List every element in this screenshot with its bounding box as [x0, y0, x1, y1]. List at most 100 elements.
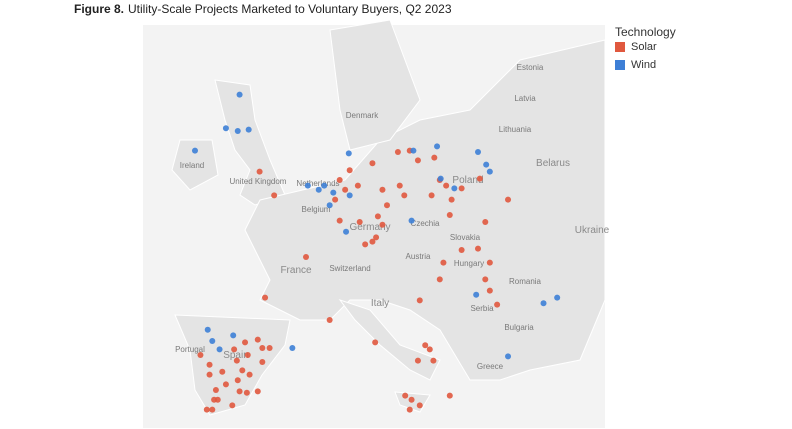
mainland	[244, 39, 606, 381]
project-point	[482, 219, 489, 225]
great-britain	[214, 79, 286, 206]
project-point	[440, 259, 447, 266]
project-point	[451, 185, 458, 192]
project-point	[437, 175, 444, 182]
country-label: Ireland	[180, 161, 204, 170]
project-point	[473, 291, 480, 298]
project-point	[214, 396, 221, 403]
country-label: Czechia	[411, 219, 440, 228]
project-point	[197, 352, 204, 358]
project-point	[483, 161, 490, 168]
project-point	[236, 388, 243, 395]
project-point	[426, 346, 433, 353]
points	[191, 91, 561, 413]
project-point	[326, 202, 333, 209]
project-point	[436, 276, 443, 283]
project-point	[414, 357, 421, 364]
project-point	[540, 300, 547, 307]
project-point	[431, 154, 438, 161]
legend-label: Solar	[631, 41, 657, 53]
country-label: Poland	[452, 175, 483, 186]
project-point	[230, 332, 237, 339]
project-point	[422, 342, 429, 349]
project-point	[256, 168, 263, 175]
project-point	[428, 192, 435, 199]
project-point	[336, 177, 343, 183]
country-label: Belgium	[302, 205, 331, 214]
project-point	[505, 353, 512, 360]
project-point	[475, 245, 481, 252]
country-label: Romania	[509, 277, 542, 286]
project-point	[233, 357, 240, 364]
project-point	[379, 186, 386, 193]
project-point	[315, 186, 322, 193]
project-point	[446, 392, 453, 399]
project-point	[304, 182, 311, 189]
land	[171, 19, 606, 416]
legend-swatch	[615, 42, 625, 52]
legend-title: Technology	[615, 25, 676, 39]
project-point	[245, 126, 252, 133]
iberia	[174, 314, 291, 416]
project-point	[416, 402, 423, 409]
project-point	[505, 196, 512, 203]
project-point	[203, 406, 210, 413]
project-point	[289, 345, 296, 351]
project-point	[206, 361, 213, 368]
project-point	[362, 241, 369, 248]
project-point	[336, 217, 343, 224]
project-point	[486, 287, 493, 294]
project-point	[246, 371, 253, 378]
project-point	[476, 175, 483, 182]
project-point	[443, 182, 450, 189]
project-point	[374, 213, 381, 220]
project-point	[206, 371, 213, 378]
project-point	[209, 406, 216, 413]
project-point	[259, 345, 266, 351]
project-point	[271, 192, 278, 199]
country-label: France	[280, 265, 312, 276]
project-point	[332, 196, 339, 203]
project-point	[486, 259, 493, 266]
project-point	[234, 128, 241, 134]
country-label: Belarus	[536, 158, 570, 169]
project-point	[448, 196, 455, 203]
project-point	[394, 149, 401, 155]
country-label: Lithuania	[499, 125, 532, 134]
project-point	[414, 157, 421, 164]
project-point	[379, 221, 386, 228]
project-point	[486, 168, 493, 175]
country-label: Estonia	[517, 63, 544, 72]
country-label: Greece	[477, 362, 504, 371]
project-point	[326, 317, 333, 323]
project-point	[234, 377, 241, 384]
country-label: Denmark	[346, 111, 379, 120]
country-label: Serbia	[470, 304, 494, 313]
project-point	[554, 294, 561, 301]
project-point	[254, 336, 261, 343]
country-label: Switzerland	[329, 264, 370, 273]
legend: Solar Wind	[615, 41, 657, 71]
figure-label: Figure 8.	[74, 2, 124, 16]
project-point	[369, 160, 376, 167]
project-point	[330, 189, 337, 196]
project-point	[216, 346, 223, 353]
project-point	[458, 247, 465, 253]
country-label: United Kingdom	[230, 177, 287, 186]
country-label: Italy	[371, 298, 389, 309]
project-point	[475, 149, 481, 155]
title-text: Utility-Scale Projects Marketed to Volun…	[128, 2, 452, 16]
project-point	[222, 125, 229, 132]
title: Figure 8. Utility-Scale Projects Marketed…	[74, 2, 452, 16]
project-point	[458, 185, 465, 192]
project-point	[434, 143, 441, 150]
project-point	[410, 147, 417, 154]
project-point	[446, 212, 453, 218]
project-point	[343, 228, 350, 235]
project-point	[242, 339, 249, 346]
country-label: Austria	[406, 252, 431, 261]
country-label: Ukraine	[575, 225, 610, 236]
country-label: Hungary	[454, 259, 484, 268]
italy	[338, 299, 441, 381]
